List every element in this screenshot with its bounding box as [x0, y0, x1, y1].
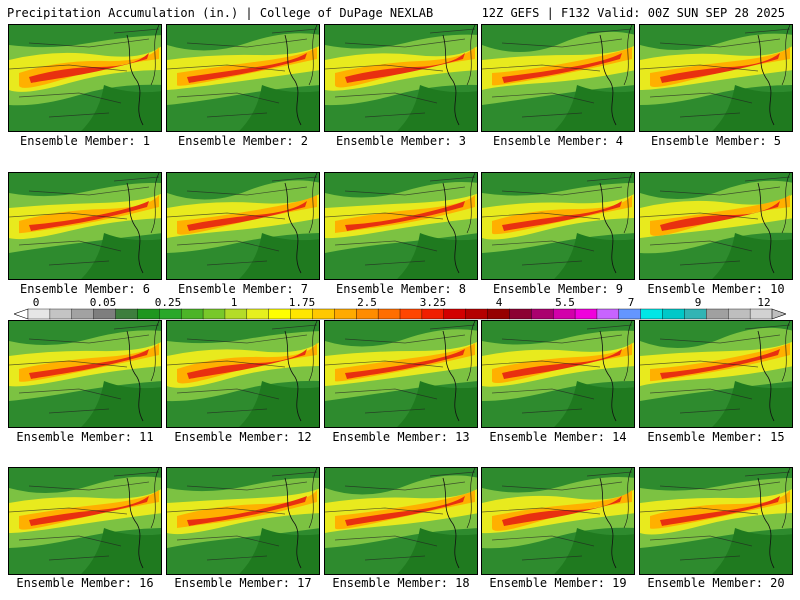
colorbar-cell — [49, 308, 73, 320]
colorbar-cell — [596, 308, 620, 320]
ensemble-member-label: Ensemble Member: 19 — [489, 576, 627, 590]
colorbar-cell — [356, 308, 379, 320]
ensemble-member-label: Ensemble Member: 10 — [647, 282, 785, 296]
colorbar-tick-label: 3.25 — [419, 296, 447, 309]
ensemble-map-3 — [324, 24, 478, 132]
colorbar-cell — [487, 308, 510, 320]
ensemble-map-13 — [324, 320, 478, 428]
colorbar-cell — [115, 308, 138, 320]
ensemble-member-label: Ensemble Member: 13 — [332, 430, 470, 444]
colorbar-cell — [224, 308, 248, 320]
ensemble-member-label: Ensemble Member: 18 — [332, 576, 470, 590]
colorbar — [14, 308, 786, 320]
colorbar-tick-label: 12 — [757, 296, 771, 309]
ensemble-map-8 — [324, 172, 478, 280]
colorbar-cell — [377, 308, 401, 320]
ensemble-map-15 — [639, 320, 793, 428]
ensemble-member-label: Ensemble Member: 1 — [19, 134, 151, 148]
ensemble-map-14 — [481, 320, 635, 428]
colorbar-cell — [93, 308, 117, 320]
ensemble-member-label: Ensemble Member: 7 — [177, 282, 309, 296]
colorbar-tick-label: 1.75 — [288, 296, 316, 309]
colorbar-cell — [334, 308, 357, 320]
colorbar-left-arrow — [14, 308, 29, 320]
colorbar-cell — [465, 308, 489, 320]
colorbar-cell — [27, 308, 51, 320]
ensemble-member-label: Ensemble Member: 8 — [335, 282, 467, 296]
colorbar-cell — [268, 308, 292, 320]
ensemble-member-label: Ensemble Member: 12 — [174, 430, 312, 444]
colorbar-cell — [399, 308, 423, 320]
ensemble-map-18 — [324, 467, 478, 575]
colorbar-cell — [640, 308, 664, 320]
ensemble-member-label: Ensemble Member: 4 — [492, 134, 624, 148]
colorbar-tick-label: 1 — [230, 296, 238, 309]
colorbar-cell — [662, 308, 685, 320]
ensemble-map-12 — [166, 320, 320, 428]
colorbar-cell — [574, 308, 598, 320]
ensemble-map-7 — [166, 172, 320, 280]
colorbar-tick-label: 0.25 — [154, 296, 182, 309]
ensemble-member-label: Ensemble Member: 5 — [650, 134, 782, 148]
ensemble-member-label: Ensemble Member: 6 — [19, 282, 151, 296]
colorbar-cell — [531, 308, 554, 320]
ensemble-map-16 — [8, 467, 162, 575]
ensemble-member-label: Ensemble Member: 17 — [174, 576, 312, 590]
colorbar-tick-label: 2.5 — [357, 296, 377, 309]
colorbar-cell — [180, 308, 204, 320]
header-title: Precipitation Accumulation (in.) | Colle… — [7, 6, 434, 20]
ensemble-map-19 — [481, 467, 635, 575]
ensemble-member-label: Ensemble Member: 11 — [16, 430, 154, 444]
ensemble-member-label: Ensemble Member: 14 — [489, 430, 627, 444]
ensemble-member-label: Ensemble Member: 9 — [492, 282, 624, 296]
colorbar-cell — [706, 308, 729, 320]
colorbar-right-arrow — [771, 308, 786, 320]
ensemble-map-17 — [166, 467, 320, 575]
colorbar-cell — [618, 308, 642, 320]
ensemble-map-4 — [481, 24, 635, 132]
ensemble-map-5 — [639, 24, 793, 132]
ensemble-map-6 — [8, 172, 162, 280]
colorbar-tick-label: 9 — [694, 296, 702, 309]
colorbar-cell — [443, 308, 467, 320]
ensemble-map-2 — [166, 24, 320, 132]
ensemble-map-20 — [639, 467, 793, 575]
colorbar-cell — [552, 308, 576, 320]
colorbar-tick-label: 0.05 — [89, 296, 117, 309]
colorbar-tick-label: 0 — [32, 296, 40, 309]
colorbar-cell — [202, 308, 226, 320]
ensemble-map-9 — [481, 172, 635, 280]
colorbar-cell — [684, 308, 707, 320]
colorbar-cell — [137, 308, 160, 320]
colorbar-cell — [728, 308, 751, 320]
colorbar-tick-label: 5.5 — [555, 296, 575, 309]
ensemble-map-10 — [639, 172, 793, 280]
ensemble-member-label: Ensemble Member: 15 — [647, 430, 785, 444]
colorbar-cell — [509, 308, 532, 320]
colorbar-cell — [71, 308, 95, 320]
ensemble-map-1 — [8, 24, 162, 132]
colorbar-cell — [290, 308, 313, 320]
colorbar-tick-label: 4 — [495, 296, 503, 309]
ensemble-member-label: Ensemble Member: 3 — [335, 134, 467, 148]
ensemble-member-label: Ensemble Member: 20 — [647, 576, 785, 590]
colorbar-cell — [246, 308, 270, 320]
ensemble-map-11 — [8, 320, 162, 428]
colorbar-cell — [749, 308, 773, 320]
header-run-info: 12Z GEFS | F132 Valid: 00Z SUN SEP 28 20… — [481, 6, 785, 20]
ensemble-member-label: Ensemble Member: 16 — [16, 576, 154, 590]
colorbar-tick-label: 7 — [627, 296, 635, 309]
colorbar-cell — [421, 308, 445, 320]
colorbar-cell — [312, 308, 335, 320]
colorbar-cell — [159, 308, 182, 320]
ensemble-member-label: Ensemble Member: 2 — [177, 134, 309, 148]
